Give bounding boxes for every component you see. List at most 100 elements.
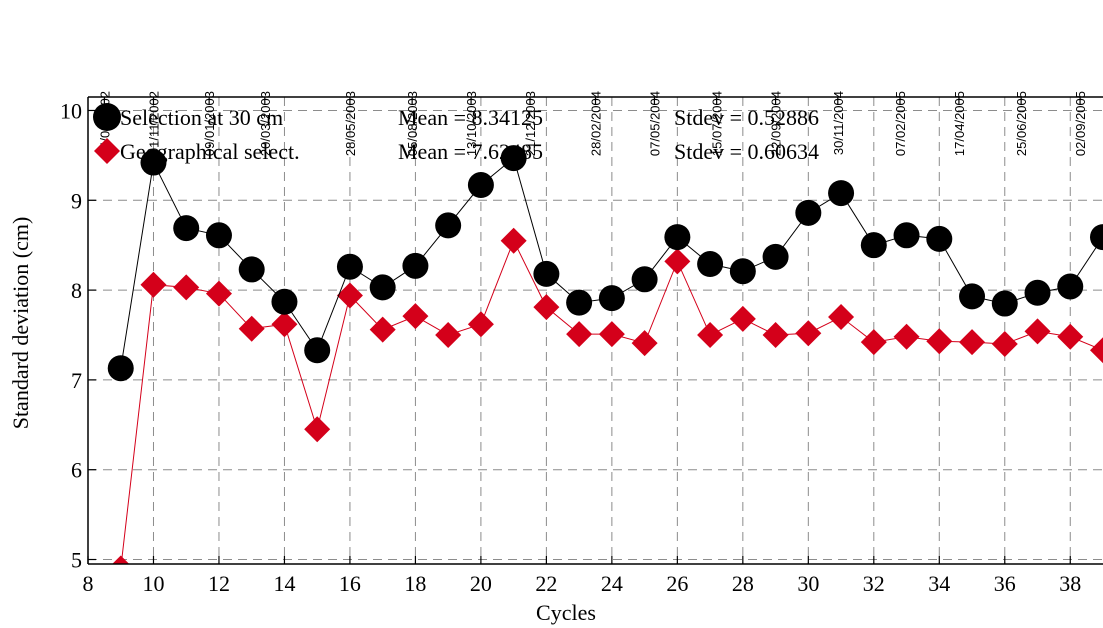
x-tick-label: 28 (732, 571, 754, 596)
data-point-selection (173, 215, 200, 242)
data-point-geographical (173, 274, 200, 301)
legend-stdev: Stdev = 0.52886 (674, 105, 819, 130)
data-point-geographical (1057, 323, 1084, 350)
data-point-geographical (238, 315, 265, 342)
data-point-selection (107, 355, 134, 382)
y-tick-label: 5 (71, 548, 82, 573)
y-tick-label: 10 (60, 98, 82, 123)
legend-stdev: Stdev = 0.60634 (674, 139, 819, 164)
data-point-selection (467, 172, 494, 199)
top-date-label: 07/02/2005 (893, 91, 908, 156)
series-layer (107, 145, 1103, 564)
x-tick-label: 38 (1059, 571, 1081, 596)
top-date-label: 30/11/2004 (831, 91, 846, 155)
data-point-geographical (271, 311, 298, 338)
data-point-geographical (533, 294, 560, 321)
legend-name: Geographical select. (120, 139, 300, 164)
top-date-label: 02/09/2005 (1073, 91, 1088, 156)
top-date-label: 07/05/2004 (647, 91, 662, 156)
data-point-selection (533, 260, 560, 287)
data-point-selection (140, 149, 167, 176)
data-point-geographical (631, 330, 658, 357)
top-date-label: 22/09/2004 (769, 91, 784, 156)
data-point-selection (304, 337, 331, 364)
x-axis-label: Cycles (536, 600, 596, 625)
data-point-selection (795, 199, 822, 226)
y-tick-label: 9 (71, 188, 82, 213)
data-point-selection (926, 225, 953, 252)
x-tick-label: 12 (208, 571, 230, 596)
data-point-geographical (926, 328, 953, 355)
top-date-label: 09/01/2003 (202, 91, 217, 156)
data-point-geographical (1024, 318, 1051, 345)
data-point-geographical (959, 329, 986, 356)
data-point-geographical (369, 316, 396, 343)
data-point-selection (1024, 279, 1051, 306)
data-point-geographical (729, 305, 756, 332)
data-point-selection (697, 251, 724, 278)
top-date-label: 21/12/2003 (523, 91, 538, 156)
legend: Selection at 30 cm Mean = 8.34125 Stdev = … (93, 103, 819, 164)
top-date-label: 17/04/2005 (952, 91, 967, 156)
data-point-geographical (762, 321, 789, 348)
data-point-selection (205, 222, 232, 249)
data-point-geographical (467, 311, 494, 338)
x-tick-label: 36 (994, 571, 1016, 596)
data-point-selection (860, 232, 887, 259)
plot-frame (87, 96, 1103, 565)
data-point-selection (566, 289, 593, 316)
data-point-geographical (336, 282, 363, 309)
data-point-geographical (435, 321, 462, 348)
x-tick-label: 34 (928, 571, 950, 596)
data-point-geographical (828, 304, 855, 331)
data-point-geographical (860, 329, 887, 356)
data-point-geographical (205, 280, 232, 307)
y-tick-label: 7 (71, 368, 82, 393)
data-point-selection (598, 285, 625, 312)
x-tick-label: 24 (601, 571, 623, 596)
x-tick-label: 20 (470, 571, 492, 596)
data-point-selection (402, 252, 429, 279)
legend-mean: Mean = 7.62485 (398, 139, 543, 164)
x-tick-label: 26 (666, 571, 688, 596)
legend-marker-geographical (94, 138, 120, 164)
data-point-geographical (697, 321, 724, 348)
top-date-label: 13/10/2003 (464, 91, 479, 156)
data-point-geographical (893, 323, 920, 350)
y-tick-label: 8 (71, 278, 82, 303)
data-point-selection (1057, 273, 1084, 300)
data-point-selection (271, 288, 298, 315)
legend-name: Selection at 30 cm (120, 105, 283, 130)
legend-mean: Mean = 8.34125 (398, 105, 543, 130)
data-point-selection (828, 180, 855, 207)
x-tick-label: 22 (535, 571, 557, 596)
data-point-selection (435, 212, 462, 239)
x-tick-label: 18 (404, 571, 426, 596)
data-point-selection (893, 222, 920, 249)
data-point-geographical (598, 321, 625, 348)
data-point-selection (500, 145, 527, 172)
y-axis-label: Standard deviation (cm) (8, 217, 33, 430)
data-point-selection (762, 243, 789, 270)
data-point-selection (631, 266, 658, 293)
legend-marker-selection (93, 103, 121, 131)
top-date-label: 20/03/2003 (258, 91, 273, 156)
grid (87, 97, 1103, 564)
data-point-selection (664, 224, 691, 251)
data-point-geographical (500, 227, 527, 254)
x-tick-label: 14 (273, 571, 295, 596)
data-point-selection (1090, 224, 1103, 251)
x-tick-label: 8 (83, 571, 94, 596)
data-point-geographical (795, 320, 822, 347)
top-date-label: 28/02/2004 (589, 91, 604, 156)
top-date-label: 15/07/2004 (710, 91, 725, 156)
data-point-selection (991, 290, 1018, 317)
data-point-geographical (140, 271, 167, 298)
data-point-selection (369, 274, 396, 301)
data-point-selection (729, 258, 756, 285)
data-point-selection (959, 283, 986, 310)
data-point-geographical (304, 416, 331, 443)
data-point-geographical (112, 555, 130, 564)
top-date-label: 28/05/2003 (343, 91, 358, 156)
